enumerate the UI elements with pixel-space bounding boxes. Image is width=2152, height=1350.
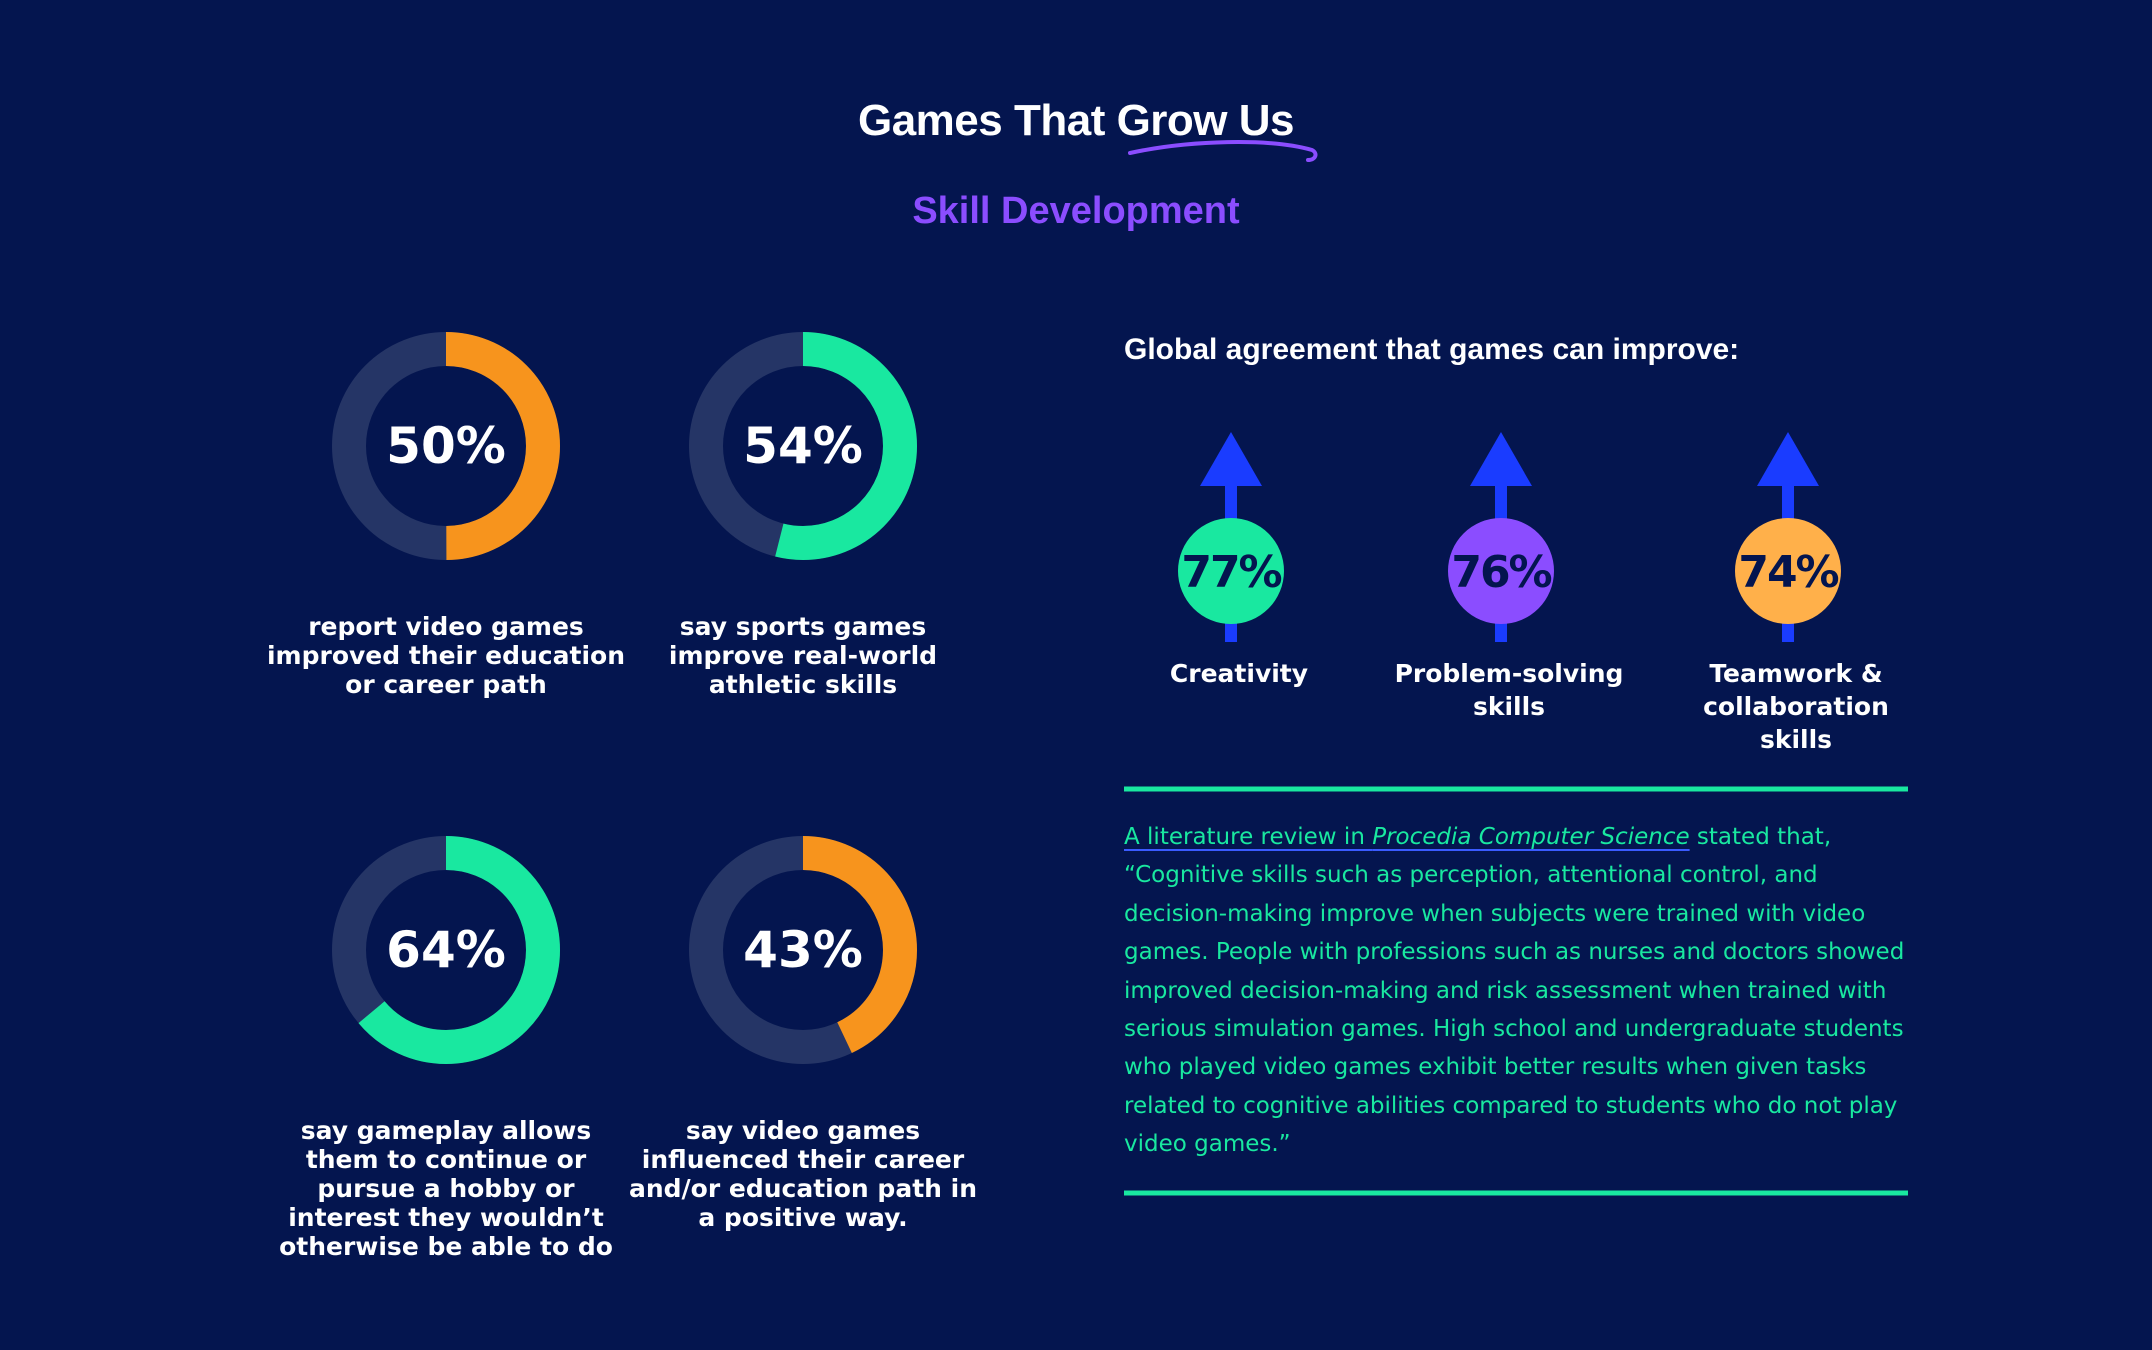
link[interactable]: A literature review in <box>1124 824 1373 850</box>
metric-badge <box>1178 518 1284 624</box>
quote-text: “Cognitive skills such as perception, at… <box>1124 862 1905 1158</box>
donut-label: say video games influenced their career … <box>628 1116 978 1232</box>
subtitle: Skill Development <box>912 190 1240 232</box>
metric-label: Teamwork & collaboration skills <box>1703 659 1889 754</box>
donut-arc <box>332 332 560 560</box>
donut-value: 43% <box>743 921 863 979</box>
metric-value: 76% <box>1451 547 1551 598</box>
arrow-head <box>1200 432 1262 486</box>
metric-label: Problem-solving skills <box>1394 659 1624 721</box>
arrow-head <box>1757 432 1819 486</box>
link-source[interactable]: Procedia Computer Science <box>1372 824 1690 850</box>
donut-label: say gameplay allows them to continue or … <box>279 1116 613 1261</box>
donut-label: say sports games improve real-world athl… <box>668 612 938 699</box>
quote-lead: stated that, <box>1689 824 1832 850</box>
metric-value: 77% <box>1181 547 1281 598</box>
title: Games That Grow Us <box>857 96 1295 145</box>
quote: A literature review in Procedia Computer… <box>1124 818 1914 1164</box>
donut-arc <box>332 836 560 1064</box>
metric-label: Creativity <box>1169 659 1309 688</box>
donut-value: 54% <box>743 417 863 475</box>
agreement-title: Global agreement that games can improve: <box>1124 333 1740 366</box>
donut-label: report video games improved their educat… <box>266 612 625 699</box>
donut-value: 50% <box>386 417 506 475</box>
title-underline <box>1128 140 1318 162</box>
donut-value: 64% <box>386 921 506 979</box>
metric-badge <box>1735 518 1841 624</box>
donut-arc <box>689 836 917 1064</box>
metric-badge <box>1448 518 1554 624</box>
metric-value: 74% <box>1738 547 1838 598</box>
arrow-head <box>1470 432 1532 486</box>
donut-arc <box>689 332 917 560</box>
